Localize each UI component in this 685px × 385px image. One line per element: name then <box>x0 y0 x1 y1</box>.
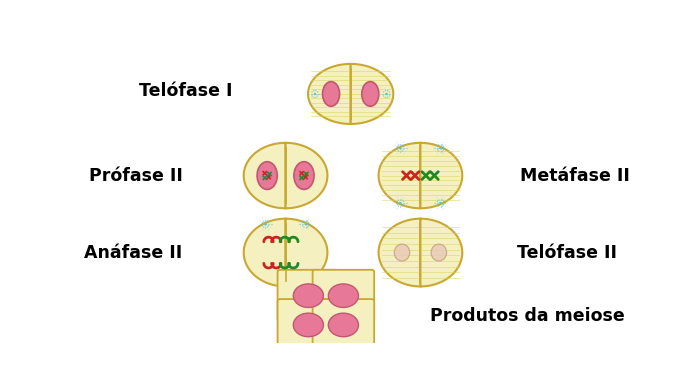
Text: Produtos da meiose: Produtos da meiose <box>430 307 625 325</box>
Ellipse shape <box>328 284 358 308</box>
Polygon shape <box>421 219 462 286</box>
Polygon shape <box>286 219 327 286</box>
Ellipse shape <box>257 162 277 189</box>
Polygon shape <box>351 64 393 124</box>
FancyBboxPatch shape <box>277 270 339 321</box>
Polygon shape <box>286 143 327 208</box>
Ellipse shape <box>431 244 447 261</box>
Polygon shape <box>244 143 286 208</box>
Ellipse shape <box>293 313 323 337</box>
FancyBboxPatch shape <box>312 299 374 351</box>
Ellipse shape <box>293 284 323 308</box>
Ellipse shape <box>294 162 314 189</box>
Ellipse shape <box>362 82 379 106</box>
FancyBboxPatch shape <box>277 299 339 351</box>
Text: Prófase II: Prófase II <box>88 167 182 184</box>
Polygon shape <box>308 64 351 124</box>
Ellipse shape <box>328 313 358 337</box>
Polygon shape <box>379 219 421 286</box>
Ellipse shape <box>323 82 340 106</box>
Polygon shape <box>421 143 462 208</box>
FancyBboxPatch shape <box>312 270 374 321</box>
Text: Metáfase II: Metáfase II <box>520 167 630 184</box>
Text: Telófase I: Telófase I <box>139 82 233 100</box>
Ellipse shape <box>395 244 410 261</box>
Text: Anáfase II: Anáfase II <box>84 244 182 261</box>
Polygon shape <box>244 219 286 286</box>
Text: Telófase II: Telófase II <box>516 244 616 261</box>
Polygon shape <box>379 143 421 208</box>
